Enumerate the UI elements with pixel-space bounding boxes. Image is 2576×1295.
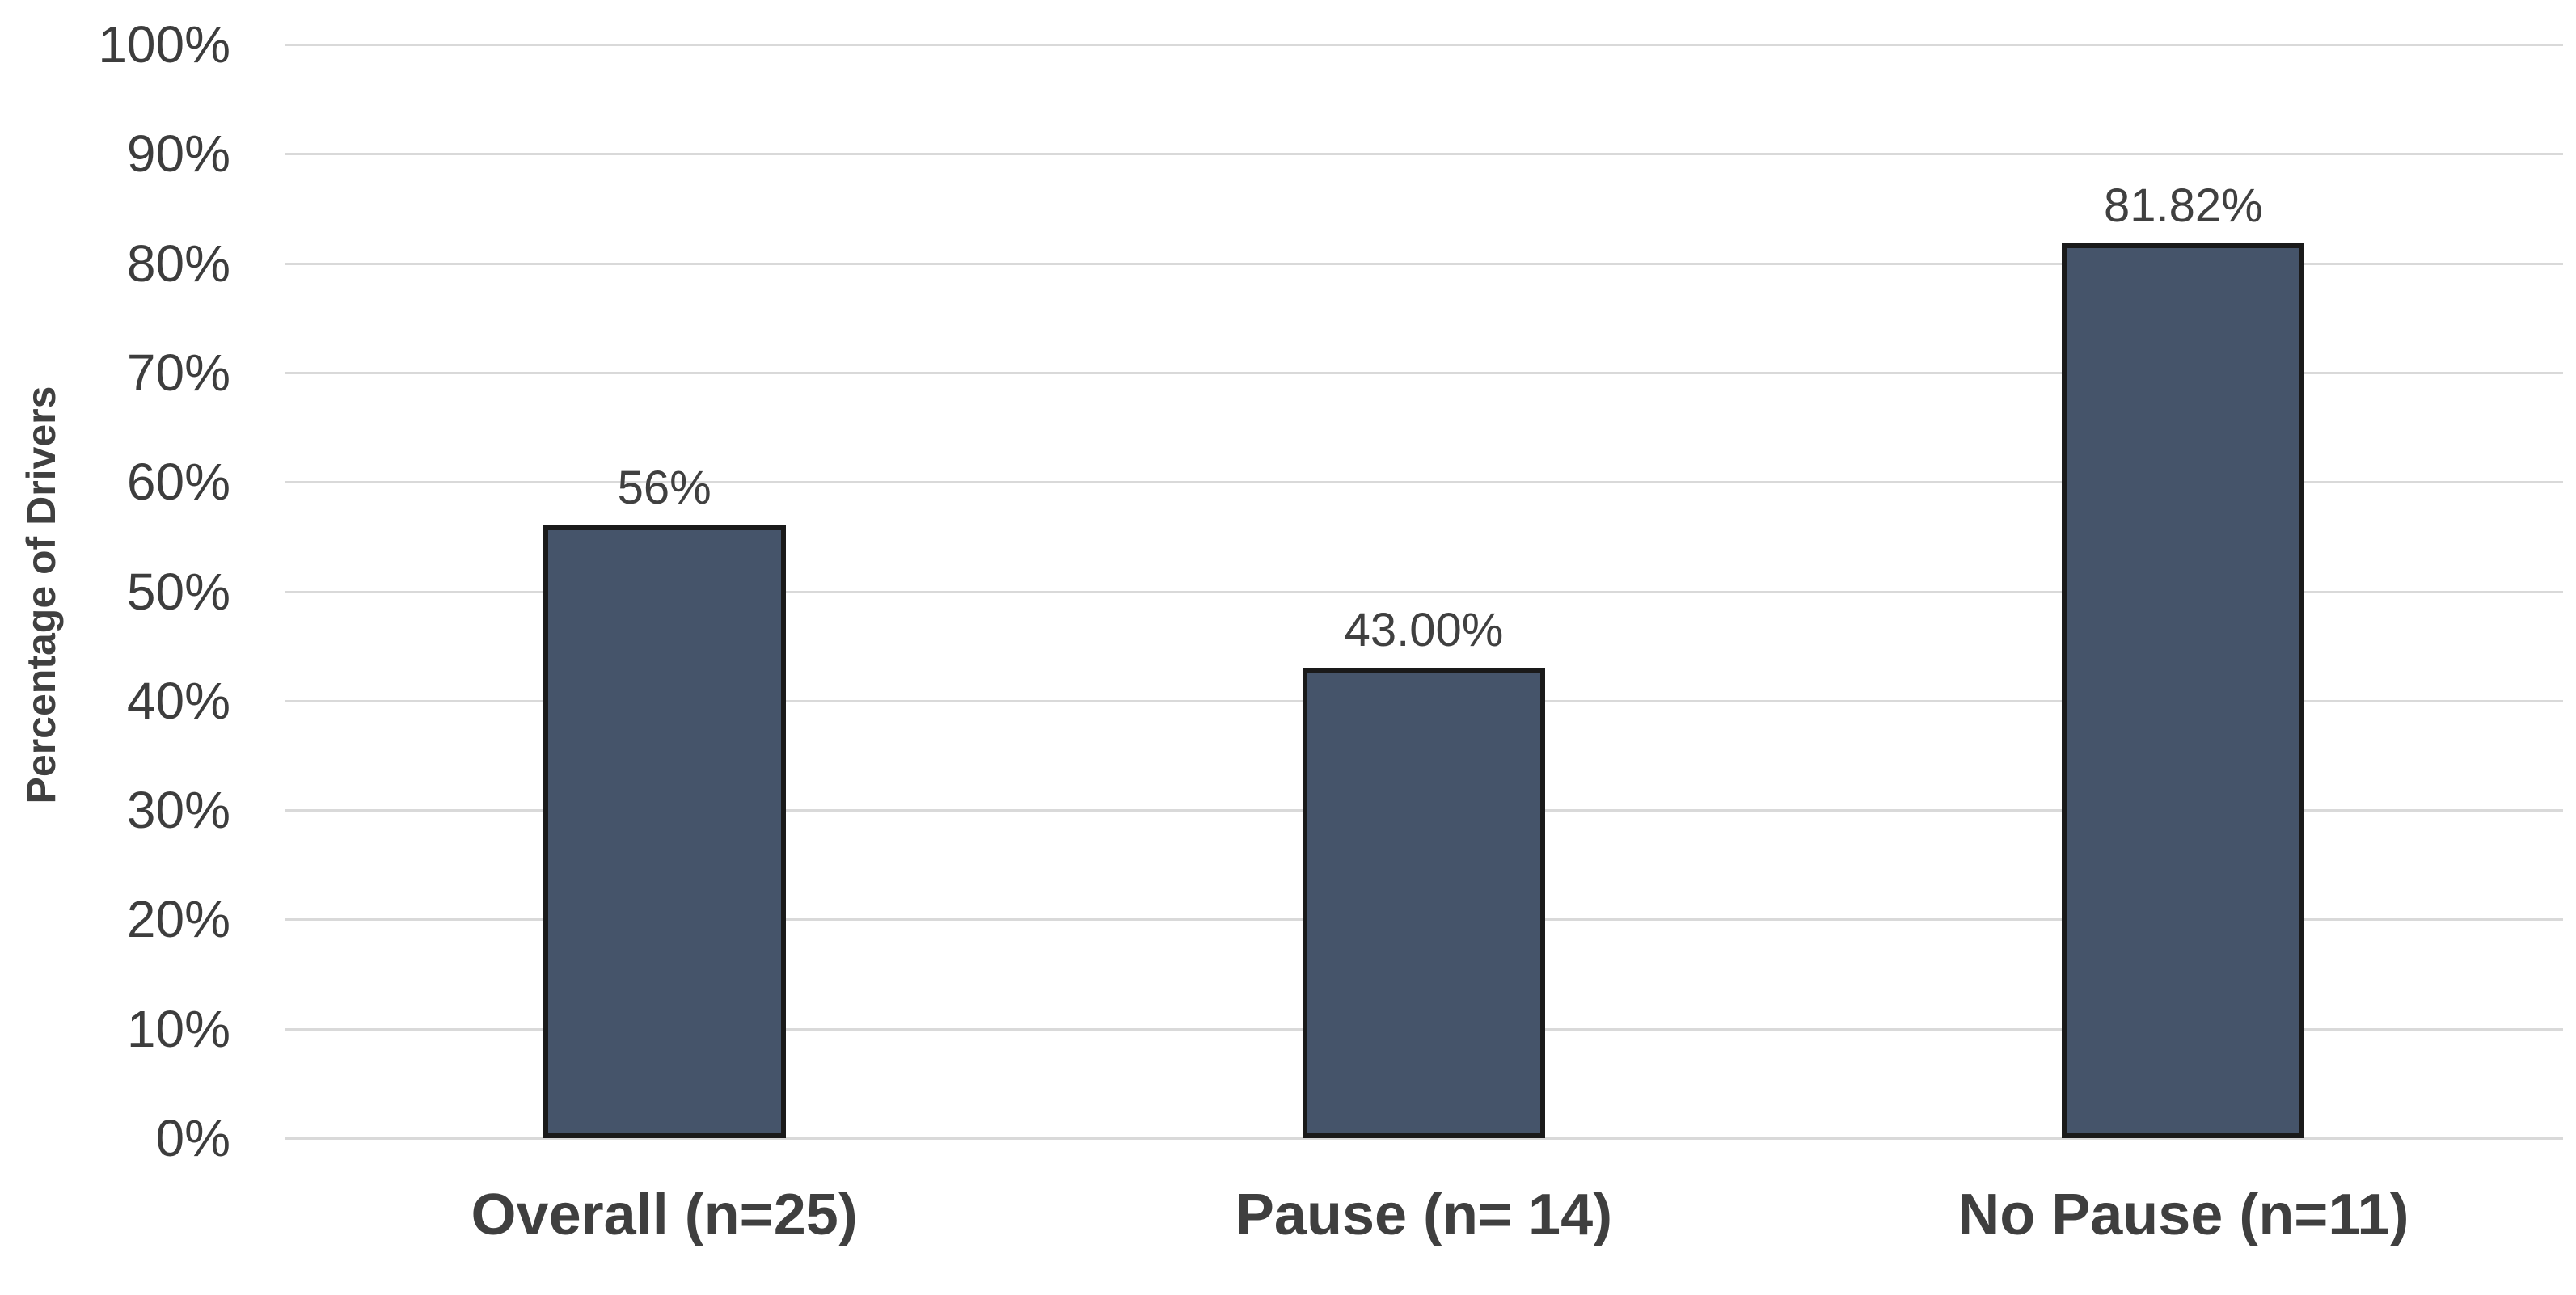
bar-value-label: 43.00% xyxy=(1344,604,1504,657)
bar-value-label: 81.82% xyxy=(2103,179,2263,232)
gridline xyxy=(285,590,2563,593)
y-tick-label: 40% xyxy=(126,671,230,730)
bar xyxy=(543,525,786,1138)
gridline xyxy=(285,481,2563,484)
category-label: No Pause (n=11) xyxy=(1957,1183,2409,1247)
bar xyxy=(1303,668,1545,1138)
gridline xyxy=(285,44,2563,46)
category-label: Pause (n= 14) xyxy=(1235,1183,1613,1247)
category-label: Overall (n=25) xyxy=(471,1183,858,1247)
gridline xyxy=(285,1137,2563,1140)
y-tick-label: 70% xyxy=(126,343,230,402)
gridline xyxy=(285,262,2563,265)
y-tick-label: 50% xyxy=(126,562,230,621)
y-tick-label: 20% xyxy=(126,890,230,949)
y-tick-label: 10% xyxy=(126,999,230,1058)
bar-value-label: 56% xyxy=(617,462,712,515)
gridline xyxy=(285,153,2563,156)
y-tick-label: 30% xyxy=(126,781,230,840)
bar xyxy=(2062,243,2305,1138)
y-tick-label: 80% xyxy=(126,234,230,293)
y-tick-label: 90% xyxy=(126,124,230,183)
y-tick-label: 60% xyxy=(126,453,230,512)
y-tick-label: 100% xyxy=(98,15,230,74)
gridline xyxy=(285,371,2563,374)
y-tick-label: 0% xyxy=(155,1109,231,1167)
